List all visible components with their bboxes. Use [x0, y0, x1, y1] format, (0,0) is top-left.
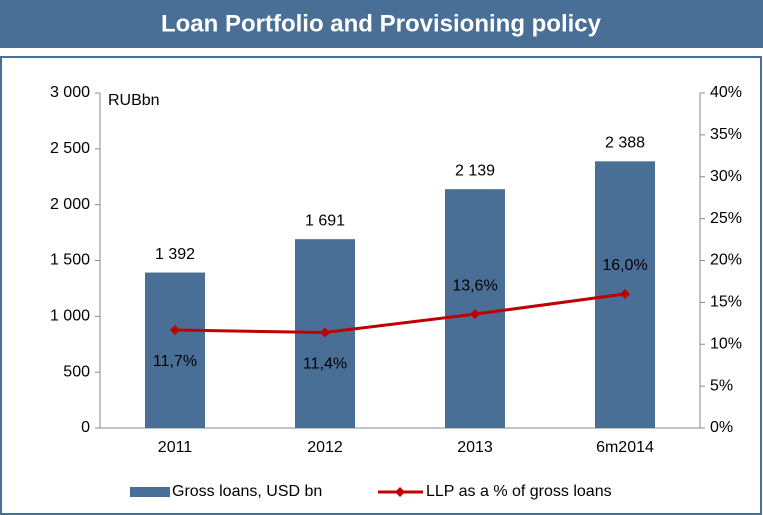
bar-value-label: 2 388: [605, 135, 645, 152]
y-tick-label: 1 500: [50, 252, 90, 269]
line-marker: [320, 327, 330, 338]
chart-frame: [0, 56, 762, 515]
bar-value-label: 1 392: [155, 246, 195, 263]
line-marker: [470, 309, 480, 320]
y-tick-label: 0: [81, 419, 90, 436]
line-value-label: 13,6%: [452, 277, 497, 294]
legend-swatch: [130, 487, 170, 497]
y2-tick-label: 35%: [710, 126, 742, 143]
y-tick-label: 1 000: [50, 308, 90, 325]
legend-marker: [395, 487, 405, 497]
bar-value-label: 1 691: [305, 212, 345, 229]
y2-tick-label: 30%: [710, 168, 742, 185]
line-marker: [620, 289, 630, 299]
y-tick-label: 3 000: [50, 84, 90, 101]
legend-label: LLP as a % of gross loans: [426, 483, 612, 500]
y2-tick-label: 40%: [710, 84, 742, 101]
y2-tick-label: 5%: [710, 377, 733, 394]
x-tick-label: 6m2014: [596, 439, 654, 456]
line-value-label: 11,7%: [153, 353, 197, 370]
line-value-label: 11,4%: [303, 356, 347, 373]
annotation: RUBbn: [108, 92, 160, 109]
y2-tick-label: 0%: [710, 419, 733, 436]
x-tick-label: 2013: [457, 439, 493, 456]
title-bar: [0, 0, 763, 48]
chart-title: Loan Portfolio and Provisioning policy: [161, 10, 602, 37]
legend-label: Gross loans, USD bn: [172, 483, 322, 500]
bar: [145, 272, 205, 428]
y2-tick-label: 20%: [710, 252, 742, 269]
y-tick-label: 500: [63, 363, 90, 380]
y-tick-label: 2 000: [50, 196, 90, 213]
line: [174, 292, 626, 335]
y2-tick-label: 25%: [710, 210, 742, 227]
line-value-label: 16,0%: [602, 257, 647, 274]
y2-tick-label: 10%: [710, 335, 742, 352]
bar: [445, 189, 505, 428]
y2-tick-label: 15%: [710, 294, 742, 311]
y-tick-label: 2 500: [50, 140, 90, 157]
x-tick-label: 2011: [158, 439, 193, 456]
line-marker: [170, 325, 180, 336]
bar-value-label: 2 139: [455, 162, 495, 179]
x-tick-label: 2012: [307, 439, 343, 456]
